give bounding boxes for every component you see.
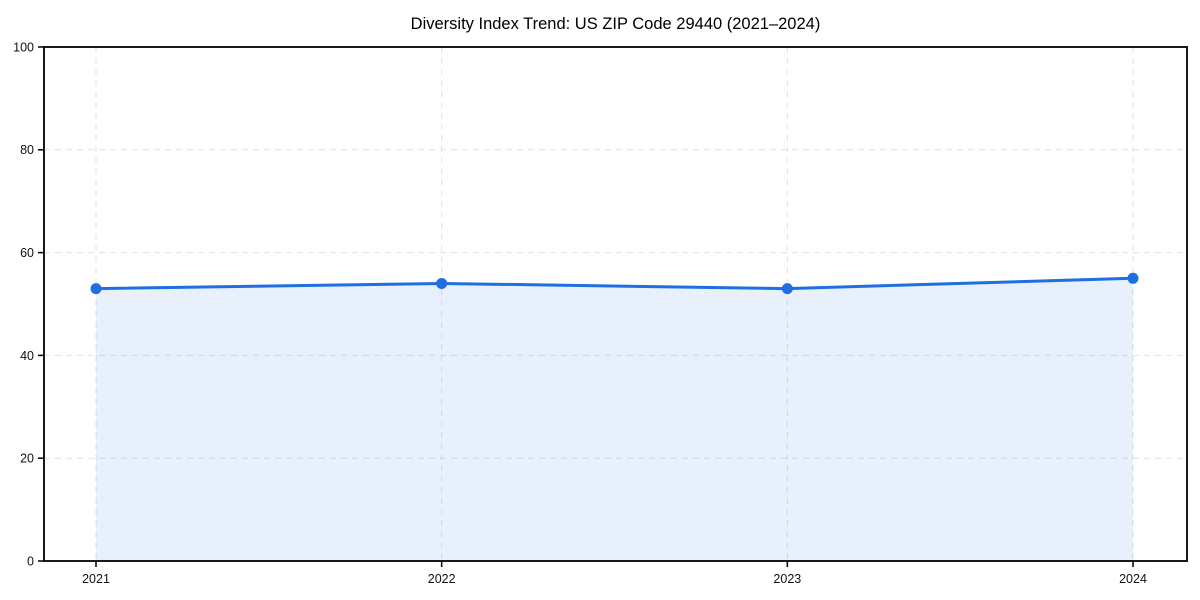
data-point xyxy=(90,283,102,295)
y-tick-label: 100 xyxy=(13,40,34,54)
y-tick-label: 20 xyxy=(20,452,34,466)
x-tick-label: 2022 xyxy=(428,572,456,586)
area-fill xyxy=(96,278,1133,561)
y-tick-label: 60 xyxy=(20,246,34,260)
plot-border xyxy=(43,46,1188,562)
x-tick-label: 2023 xyxy=(773,572,801,586)
x-tick-label: 2021 xyxy=(82,572,110,586)
data-point xyxy=(1127,272,1139,284)
y-tick-label: 40 xyxy=(20,349,34,363)
y-tick-label: 0 xyxy=(27,554,34,568)
y-tick-label: 80 xyxy=(20,143,34,157)
x-tick-label: 2024 xyxy=(1119,572,1147,586)
data-point xyxy=(436,277,448,289)
chart-title: Diversity Index Trend: US ZIP Code 29440… xyxy=(410,15,821,33)
data-point xyxy=(781,283,793,295)
trend-line xyxy=(94,276,1135,291)
